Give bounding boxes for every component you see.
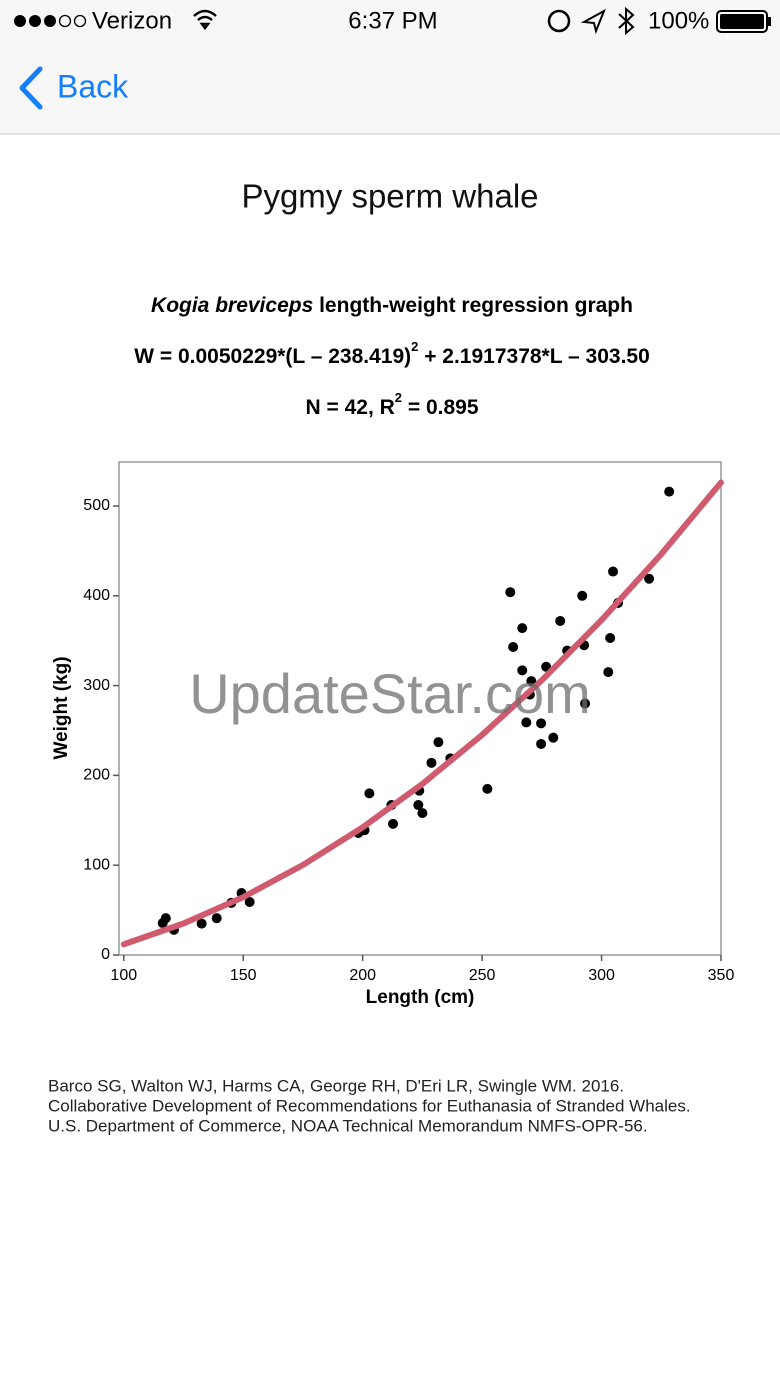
x-tick-label: 300 [588,967,615,984]
regression-curve [120,479,724,948]
data-point [608,566,619,577]
carrier: Verizon [92,7,172,34]
data-point [508,641,519,652]
data-point [577,590,588,601]
fit-stats: N = 42, R2 = 0.895 [305,390,478,418]
x-axis-label: Length (cm) [366,987,475,1008]
y-tick-label: 400 [83,587,110,604]
data-point [605,633,616,644]
equation-part: W = 0.0050229*(L – 238.419) [134,345,411,368]
y-tick-label: 0 [101,946,110,963]
back-button[interactable]: Back [19,66,129,110]
data-point [211,913,222,924]
x-tick-label: 200 [349,967,376,984]
x-tick-label: 150 [230,967,257,984]
data-point [433,737,444,748]
data-point [160,913,171,924]
data-point [417,808,428,819]
equation-exponent: 2 [411,339,418,354]
citation-line: Barco SG, Walton WJ, Harms CA, George RH… [48,1076,624,1095]
page-title: Pygmy sperm whale [241,178,538,215]
x-tick-label: 350 [708,967,735,984]
chart-title: Kogia breviceps length-weight regression… [151,294,633,317]
data-point [244,897,255,908]
battery-icon [716,10,771,33]
data-point [521,717,532,728]
citation-line: Collaborative Development of Recommendat… [48,1096,691,1115]
location-icon [580,8,606,35]
clock: 6:37 PM [348,7,437,34]
data-point [505,587,516,598]
data-point [517,665,528,676]
x-tick-label: 250 [469,967,496,984]
data-point [196,918,207,929]
back-chevron[interactable] [19,66,43,110]
battery-level: 100% [648,7,709,34]
data-point [603,667,614,678]
data-point [388,818,399,829]
y-tick-label: 100 [83,856,110,873]
data-point [536,718,547,729]
watermark: UpdateStar.com [189,662,591,725]
signal [14,14,87,28]
back-label[interactable]: Back [57,68,129,104]
stats-part: N = 42, R [305,396,394,419]
data-point [664,486,675,497]
citation-line: U.S. Department of Commerce, NOAA Techni… [48,1116,648,1135]
data-point [517,623,528,634]
wifi-icon [193,9,217,31]
data-point [548,732,559,743]
data-point [482,783,493,794]
bluetooth-icon [618,6,635,36]
plot-frame [118,461,722,956]
data-point [364,788,375,799]
x-tick-label: 100 [110,967,137,984]
data-point [644,573,655,584]
y-tick-label: 200 [83,767,110,784]
data-point [555,615,566,626]
stats-exponent: 2 [395,390,402,405]
citation: Barco SG, Walton WJ, Harms CA, George RH… [48,1076,691,1135]
title-text: length-weight regression graph [313,294,633,317]
top-bar [0,0,780,134]
lock-icon [547,9,571,33]
data-point [413,800,424,811]
y-tick-label: 500 [83,497,110,514]
data-point [536,738,547,749]
species: Kogia breviceps [151,294,313,317]
data-point [426,757,437,768]
y-tick-label: 300 [83,677,110,694]
stats-part: = 0.895 [402,396,479,419]
equation-part: + 2.1917378*L – 303.50 [418,345,649,368]
y-axis-label: Weight (kg) [51,656,72,759]
data-point [580,698,591,709]
equation: W = 0.0050229*(L – 238.419)2 + 2.1917378… [134,339,650,367]
